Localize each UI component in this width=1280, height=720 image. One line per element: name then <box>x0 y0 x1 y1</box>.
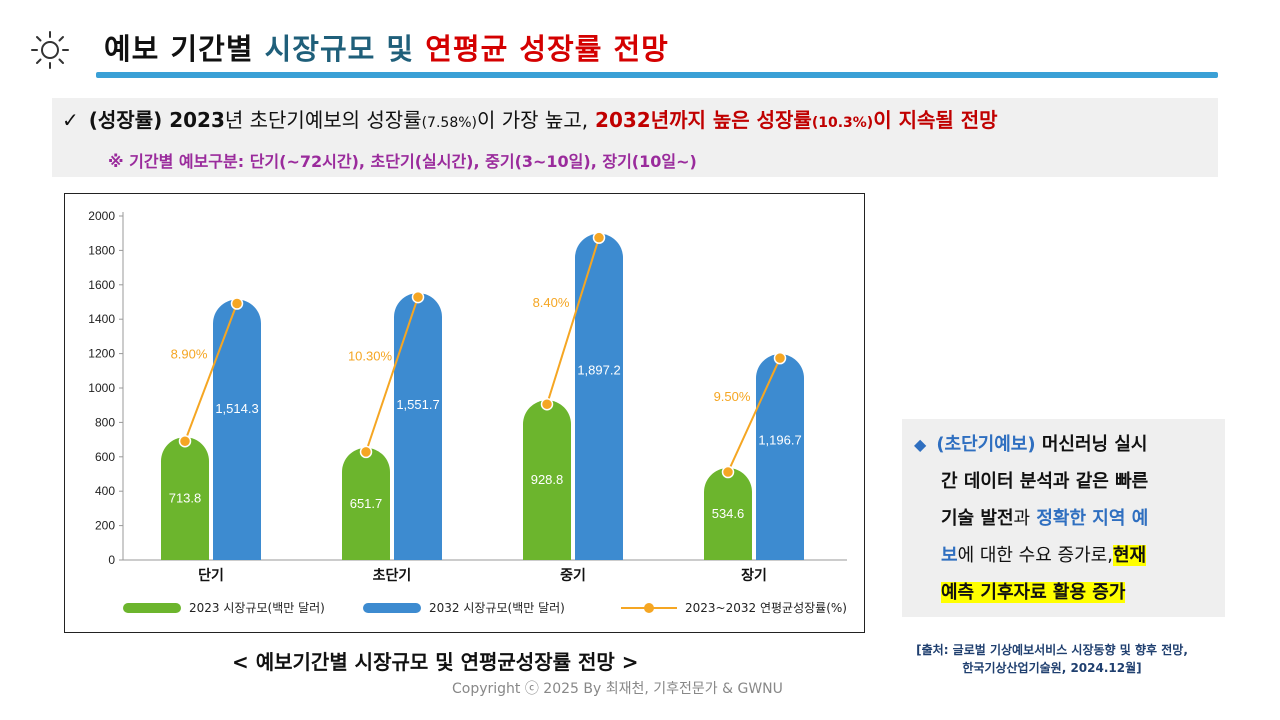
summary-note: ※ 기간별 예보구분: 단기(~72시간), 초단기(실시간), 중기(3~10… <box>108 152 697 171</box>
source-line-1: [출처: 글로벌 기상예보서비스 시장동향 및 향후 전망, <box>916 643 1188 657</box>
side-s7: 보 <box>941 545 958 566</box>
y-tick-label: 1400 <box>88 312 115 326</box>
growth-point <box>721 465 735 479</box>
sun-icon <box>31 31 69 69</box>
summary-l1-e: 2032년까지 높은 성장률 <box>595 108 812 132</box>
title-part-2: 시장규모 및 <box>264 32 415 66</box>
y-tick-label: 0 <box>108 553 115 567</box>
chart-frame: 0 200 400 600 800 1000 1200 1400 1600 1800 2000 713… <box>64 193 865 633</box>
bar-2032-label: 1,514.3 <box>215 401 258 416</box>
legend-growth-label: 2023~2032 연평균성장률(%) <box>685 601 847 615</box>
legend-growth-point <box>644 603 654 613</box>
y-tick-label: 400 <box>95 484 115 498</box>
bar-2023-label: 713.8 <box>169 491 202 506</box>
side-s10: 예측 기후자료 활용 증가 <box>941 582 1126 603</box>
growth-label: 8.40% <box>533 295 570 310</box>
growth-line <box>546 237 600 405</box>
legend-2032-swatch <box>363 603 421 613</box>
y-tick-label: 2000 <box>88 209 115 223</box>
title-underline <box>96 72 1218 78</box>
category-label: 단기 <box>198 567 224 584</box>
bar-2023 <box>161 437 209 560</box>
growth-point <box>230 297 244 310</box>
bar-2032 <box>213 299 261 560</box>
side-s2: 머신러닝 실시 <box>1041 434 1148 455</box>
title-part-3: 연평균 성장률 전망 <box>425 32 669 66</box>
chart-caption: < 예보기간별 시장규모 및 연평균성장률 전망 > <box>232 650 639 674</box>
side-s1: (초단기예보) <box>936 434 1036 455</box>
growth-label: 8.90% <box>171 346 208 361</box>
side-text: ◆ (초단기예보) 머신러닝 실시 간 데이터 분석과 같은 빠른 기술 발전과 … <box>914 426 1214 611</box>
side-line-3: 기술 발전과 정확한 지역 예 <box>914 500 1214 537</box>
side-s6: 정확한 지역 예 <box>1036 508 1149 529</box>
side-s5: 과 <box>1013 508 1031 529</box>
y-tick-label: 1200 <box>88 347 115 361</box>
y-tick-label: 800 <box>95 415 115 429</box>
side-s3: 간 데이터 분석과 같은 빠른 <box>941 471 1149 492</box>
growth-point <box>540 397 554 411</box>
legend-2023-swatch <box>123 603 181 613</box>
y-tick-label: 1600 <box>88 278 115 292</box>
title-part-1: 예보 기간별 <box>104 32 254 66</box>
source-line-2: 한국기상산업기술원, 2024.12월] <box>962 661 1142 675</box>
bar-2023-label: 534.6 <box>712 506 745 521</box>
summary-l1-a: (성장률) 2023 <box>88 108 225 132</box>
side-s9: 현재 <box>1112 545 1147 566</box>
category-label: 중기 <box>560 568 586 584</box>
summary-l1-f: (10.3%) <box>811 115 874 131</box>
bar-2032-label: 1,551.7 <box>396 397 439 412</box>
check-icon: ✓ <box>62 108 79 132</box>
summary-box <box>52 98 1218 177</box>
growth-label: 10.30% <box>348 349 393 364</box>
summary-l1-c: (7.58%) <box>421 115 477 131</box>
side-s8: 에 대한 수요 증가로, <box>957 545 1113 566</box>
y-tick-label: 600 <box>95 450 115 464</box>
growth-point <box>773 351 787 365</box>
y-tick-label: 1800 <box>88 243 115 257</box>
growth-point <box>359 445 373 459</box>
bar-2023 <box>342 447 390 560</box>
summary-l1-g: 이 지속될 전망 <box>873 108 998 132</box>
summary-line-1: ✓ (성장률) 2023년 초단기예보의 성장률(7.58%)이 가장 높고, 2… <box>62 104 998 133</box>
legend-2032-label: 2032 시장규모(백만 달러) <box>429 601 565 615</box>
bar-2032 <box>394 293 442 560</box>
side-line-4: 보에 대한 수요 증가로,현재 <box>914 537 1214 574</box>
category-label: 초단기 <box>373 567 412 584</box>
y-tick-label: 1000 <box>88 381 115 395</box>
category-label: 장기 <box>741 567 767 584</box>
diamond-icon: ◆ <box>914 435 927 454</box>
source-note: [출처: 글로벌 기상예보서비스 시장동향 및 향후 전망, 한국기상산업기술원… <box>882 641 1222 677</box>
side-line-5: 예측 기후자료 활용 증가 <box>914 574 1214 611</box>
side-s4: 기술 발전 <box>941 508 1014 529</box>
bar-2032 <box>756 354 804 560</box>
summary-l1-d: 이 가장 높고, <box>477 108 589 132</box>
bar-2023-label: 651.7 <box>350 496 383 511</box>
growth-point <box>178 434 192 448</box>
growth-point <box>592 231 606 244</box>
page-title: 예보 기간별 시장규모 및 연평균 성장률 전망 <box>104 26 669 68</box>
bar-2032-label: 1,196.7 <box>758 433 801 448</box>
legend-2023-label: 2023 시장규모(백만 달러) <box>189 601 325 615</box>
bar-2023 <box>704 468 752 560</box>
growth-line <box>365 296 419 453</box>
growth-label: 9.50% <box>714 389 751 404</box>
bar-2023-label: 928.8 <box>531 472 564 487</box>
bar-2023 <box>523 400 571 560</box>
market-chart: 0 200 400 600 800 1000 1200 1400 1600 1800 2000 713… <box>88 209 847 615</box>
bar-2032-label: 1,897.2 <box>577 363 620 378</box>
summary-l1-b: 년 초단기예보의 성장률 <box>224 108 422 132</box>
copyright: Copyright ⓒ 2025 By 최재천, 기후전문가 & GWNU <box>452 681 783 697</box>
growth-line <box>727 357 781 473</box>
growth-point <box>411 290 425 304</box>
side-line-2: 간 데이터 분석과 같은 빠른 <box>914 463 1214 500</box>
bar-2032 <box>575 233 623 561</box>
growth-line <box>184 303 238 442</box>
y-tick-label: 200 <box>95 519 115 533</box>
